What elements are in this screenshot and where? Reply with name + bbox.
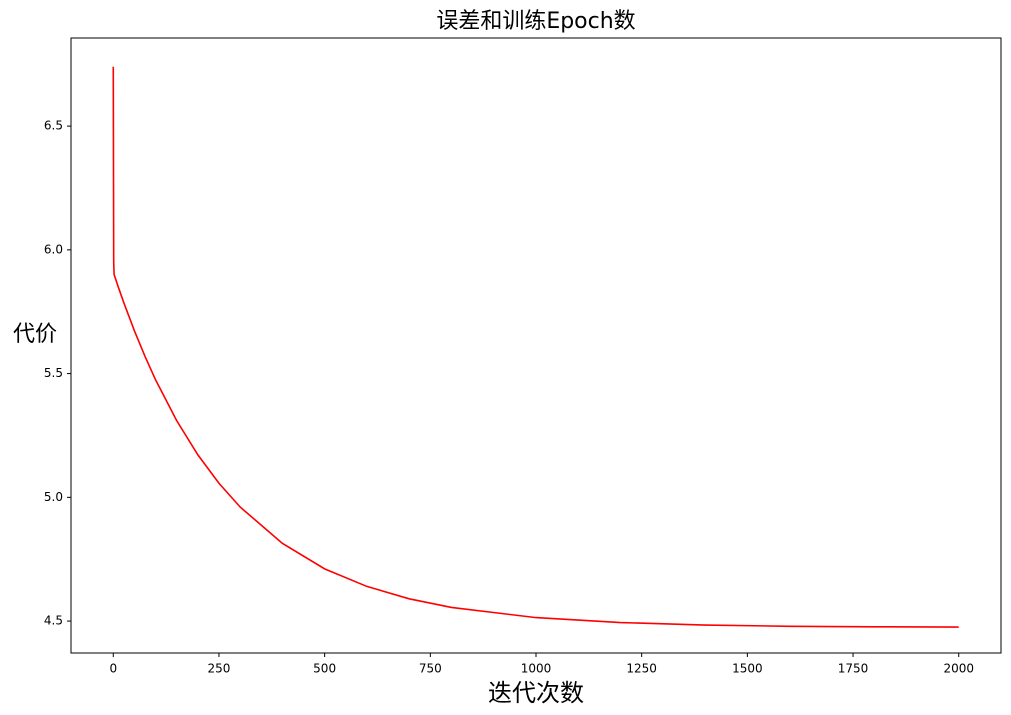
x-tick-label: 1000: [521, 662, 552, 676]
x-tick-label: 0: [109, 662, 117, 676]
data-line: [112, 66, 959, 628]
y-axis-label: 代价: [13, 322, 57, 347]
x-tick-label: 1250: [626, 662, 657, 676]
y-tick-label: 6.0: [44, 242, 63, 256]
x-tick-label: 750: [419, 662, 442, 676]
x-tick-label: 500: [313, 662, 336, 676]
x-tick-label: 1750: [838, 662, 869, 676]
chart-title: 误差和训练Epoch数: [436, 9, 635, 34]
x-tick-label: 1500: [732, 662, 763, 676]
x-tick-label: 2000: [943, 662, 974, 676]
plot-frame: [70, 37, 1002, 654]
y-tick-label: 6.5: [44, 119, 63, 133]
x-axis-label: 迭代次数: [488, 679, 584, 707]
y-tick-label: 5.5: [44, 366, 63, 380]
x-tick-label: 250: [208, 662, 231, 676]
y-tick-label: 5.0: [44, 490, 63, 504]
y-tick-label: 4.5: [44, 614, 63, 628]
